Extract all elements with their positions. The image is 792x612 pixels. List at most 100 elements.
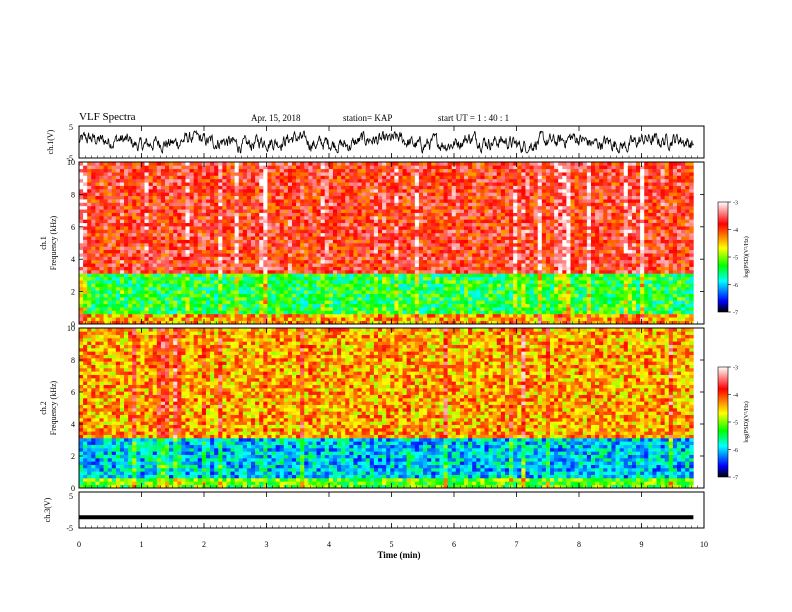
spectrogram-cell (259, 276, 264, 281)
spectrogram-cell (173, 313, 178, 318)
spectrogram-cell (79, 178, 84, 183)
spectrogram-cell (144, 216, 149, 220)
spectrogram-cell (214, 266, 219, 271)
spectrogram-cell (246, 192, 252, 197)
spectrogram-cell (480, 209, 485, 213)
spectrogram-cell (394, 313, 399, 318)
spectrogram-cell (193, 209, 199, 213)
spectrogram-cell (242, 249, 248, 254)
spectrogram-cell (83, 178, 88, 183)
spectrogram-cell (341, 175, 346, 180)
spectrogram-cell (201, 273, 207, 278)
spectrogram-cell (455, 266, 461, 271)
spectrogram-cell (357, 202, 362, 207)
spectrogram-cell (386, 185, 391, 190)
spectrogram-cell (414, 202, 420, 207)
spectrogram-cell (423, 283, 428, 288)
spectrogram-cell (418, 300, 424, 305)
spectrogram-cell (222, 273, 227, 278)
spectrogram-cell (95, 216, 100, 220)
spectrogram-cell (230, 175, 235, 180)
spectrogram-cell (492, 266, 498, 271)
spectrogram-cell (316, 172, 321, 176)
spectrogram-cell (332, 205, 338, 210)
spectrogram-cell (242, 303, 248, 308)
spectrogram-cell (488, 273, 493, 278)
spectrogram-cell (496, 273, 502, 278)
spectrogram-cell (488, 192, 493, 197)
spectrogram-cell (148, 202, 154, 207)
spectrogram-cell (119, 303, 125, 308)
spectrogram-cell (324, 229, 330, 234)
spectrogram-cell (234, 175, 240, 180)
spectrogram-cell (480, 232, 485, 237)
spectrogram-cell (156, 259, 162, 264)
spectrogram-cell (361, 310, 367, 315)
spectrogram-cell (242, 263, 248, 267)
spectrogram-cell (320, 266, 326, 271)
spectrogram-cell (214, 307, 219, 311)
spectrogram-cell (95, 189, 100, 193)
spectrogram-cell (124, 202, 129, 207)
spectrogram-cell (271, 276, 276, 281)
spectrogram-cell (263, 165, 268, 170)
spectrogram-cell (99, 246, 104, 251)
spectrogram-cell (287, 313, 293, 318)
spectrogram-cell (115, 182, 121, 186)
spectrogram-cell (304, 209, 309, 213)
spectrogram-cell (181, 246, 186, 251)
spectrogram-cell (255, 317, 260, 321)
spectrogram-cell (365, 236, 371, 240)
spectrogram-cell (337, 168, 342, 173)
spectrogram-cell (443, 178, 448, 183)
spectrogram-cell (373, 226, 379, 230)
spectrogram-cell (140, 280, 145, 284)
spectrogram-cell (423, 270, 428, 274)
spectrogram-cell (423, 236, 428, 240)
spectrogram-cell (234, 189, 240, 193)
spectrogram-cell (337, 236, 342, 240)
spectrogram-cell (132, 243, 137, 247)
spectrogram-cell (349, 313, 354, 318)
spectrogram-cell (373, 276, 379, 281)
spectrogram-cell (451, 232, 457, 237)
spectrogram-cell (119, 249, 125, 254)
spectrogram-cell (165, 286, 170, 291)
spectrogram-cell (300, 212, 305, 217)
spectrogram-cell (251, 178, 256, 183)
spectrogram-cell (124, 199, 129, 203)
spectrogram-cell (316, 307, 321, 311)
spectrogram-cell (414, 229, 420, 234)
spectrogram-cell (386, 189, 391, 193)
spectrogram-cell (468, 182, 473, 186)
spectrogram-cell (177, 243, 182, 247)
spectrogram-cell (427, 293, 432, 298)
spectrogram-cell (214, 239, 219, 244)
spectrogram-cell (480, 280, 485, 284)
spectrogram-cell (283, 290, 289, 294)
spectrogram-cell (230, 280, 235, 284)
spectrogram-cell (210, 273, 215, 278)
spectrogram-cell (242, 168, 248, 173)
spectrogram-cell (328, 297, 334, 301)
spectrogram-cell (332, 192, 338, 197)
spectrogram-cell (287, 222, 293, 227)
spectrogram-cell (431, 256, 436, 261)
spectrogram-cell (443, 313, 448, 318)
spectrogram-cell (136, 202, 141, 207)
spectrogram-cell (275, 192, 280, 197)
spectrogram-cell (386, 256, 391, 261)
spectrogram-cell (283, 266, 289, 271)
spectrogram-cell (378, 185, 383, 190)
spectrogram-cell (79, 290, 84, 294)
spectrogram-cell (492, 172, 498, 176)
spectrogram-cell (337, 205, 342, 210)
spectrogram-cell (169, 182, 174, 186)
spectrogram-cell (480, 168, 485, 173)
spectrogram-cell (418, 317, 424, 321)
spectrogram-cell (124, 259, 129, 264)
spectrogram-cell (353, 236, 358, 240)
spectrogram-cell (140, 202, 145, 207)
spectrogram-cell (128, 219, 133, 224)
spectrogram-cell (287, 162, 293, 166)
